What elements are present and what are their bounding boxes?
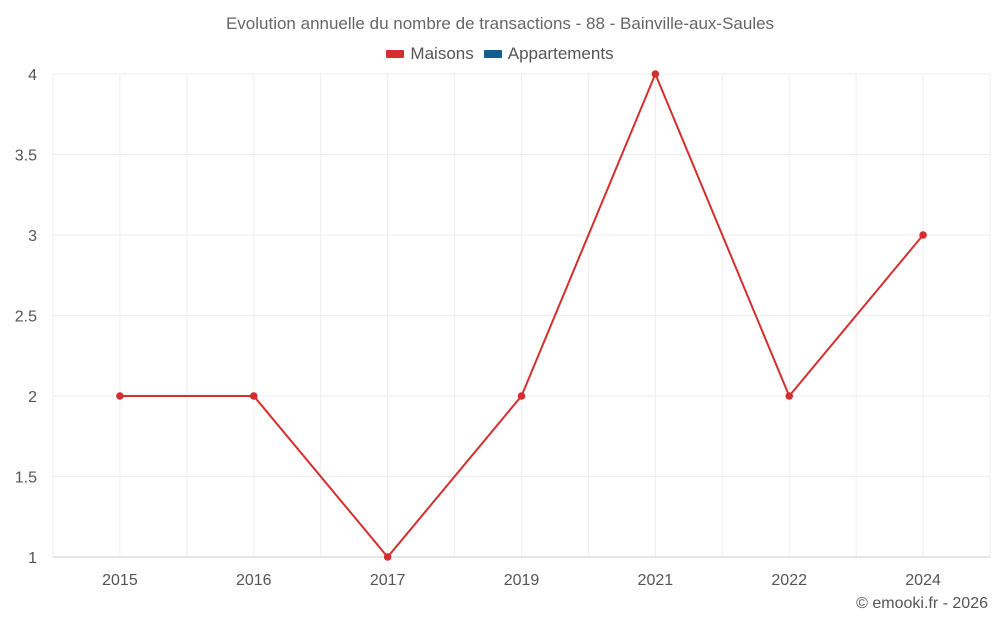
legend: Maisons Appartements [0, 44, 1000, 64]
legend-item-maisons[interactable]: Maisons [386, 44, 474, 64]
y-tick-label: 3.5 [15, 148, 37, 165]
legend-swatch-maisons [386, 50, 405, 58]
x-tick-label: 2019 [504, 572, 540, 589]
y-tick-label: 1 [28, 550, 37, 567]
x-tick-label: 2016 [236, 572, 272, 589]
y-tick-label: 2 [28, 389, 37, 406]
gridlines [52, 73, 991, 558]
data-point[interactable] [919, 231, 927, 239]
legend-label-maisons: Maisons [410, 44, 474, 63]
data-point[interactable] [785, 392, 794, 400]
legend-label-appartements: Appartements [507, 44, 614, 63]
x-tick-label: 2022 [771, 572, 807, 589]
legend-swatch-appartements [483, 50, 502, 58]
axes: 1 1.5 2 2.5 3 3.5 4 2015 2016 2017 2019 2021 2022 202… [15, 67, 990, 589]
y-tick-label: 4 [28, 67, 37, 84]
y-tick-label: 2.5 [15, 309, 37, 326]
x-tick-label: 2021 [638, 572, 674, 589]
chart-title: Evolution annuelle du nombre de transact… [225, 14, 775, 33]
credit: © emooki.fr - 2026 [856, 595, 988, 612]
data-point[interactable] [383, 553, 392, 561]
data-point[interactable] [249, 392, 258, 400]
data-point[interactable] [517, 392, 526, 400]
x-tick-label: 2015 [102, 572, 138, 589]
legend-item-appartements[interactable]: Appartements [483, 44, 614, 64]
x-tick-label: 2024 [905, 572, 941, 589]
data-point[interactable] [651, 70, 660, 78]
y-tick-label: 1.5 [15, 470, 37, 487]
y-tick-label: 3 [28, 228, 37, 245]
series [116, 70, 927, 561]
x-tick-label: 2017 [370, 572, 406, 589]
data-point[interactable] [116, 392, 124, 400]
